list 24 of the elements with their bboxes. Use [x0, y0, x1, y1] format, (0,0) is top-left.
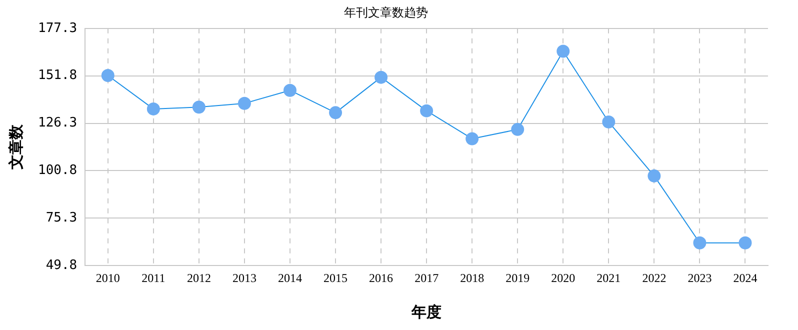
- x-tick-label: 2012: [186, 270, 211, 285]
- y-tick-label: 75.3: [46, 210, 78, 226]
- y-tick-label: 177.3: [38, 20, 78, 36]
- x-tick-label: 2014: [278, 270, 302, 285]
- x-tick-label: 2018: [460, 270, 484, 285]
- y-tick-label: 49.8: [46, 258, 78, 273]
- x-tick-label: 2017: [414, 270, 439, 285]
- chart-title: 年刊文章数趋势: [344, 5, 428, 20]
- x-tick-label: 2016: [369, 270, 394, 285]
- x-tick-label: 2020: [551, 270, 576, 285]
- x-tick-label: 2019: [506, 270, 530, 285]
- x-tick-label: 2023: [688, 270, 712, 285]
- x-tick-label: 2010: [96, 270, 120, 285]
- x-tick-label: 2022: [642, 270, 666, 285]
- y-tick-label: 126.3: [38, 116, 78, 131]
- y-tick-label: 100.8: [38, 163, 78, 178]
- x-axis-title: 年度: [410, 302, 442, 321]
- y-tick-label: 151.8: [38, 68, 78, 84]
- x-tick-label: 2015: [324, 270, 348, 285]
- x-tick-label: 2024: [733, 270, 758, 285]
- x-tick-label: 2021: [596, 270, 621, 285]
- y-axis-title: 文章数: [6, 124, 25, 170]
- x-tick-label: 2013: [232, 270, 256, 285]
- x-tick-label: 2011: [142, 270, 166, 285]
